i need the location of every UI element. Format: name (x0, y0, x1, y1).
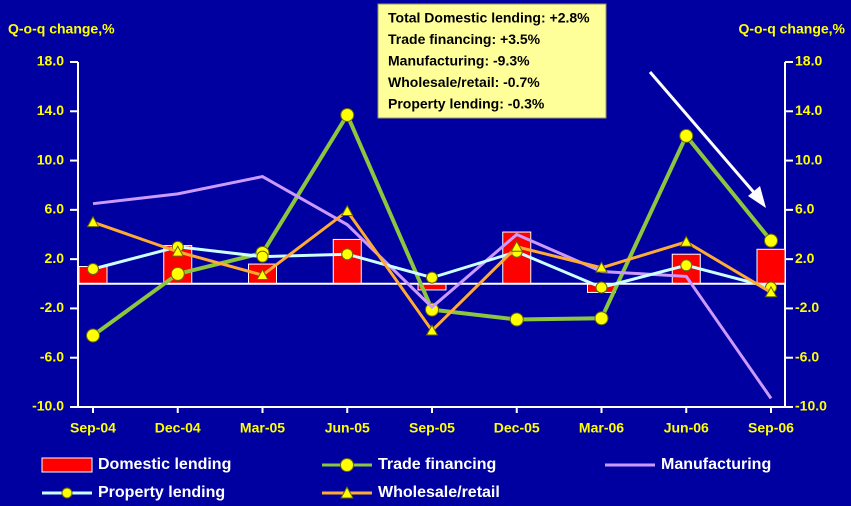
y2-tick-label: -6.0 (795, 348, 819, 364)
point-marker (86, 328, 100, 343)
legend-marker (340, 485, 354, 499)
legend-label: Trade financing (378, 456, 496, 473)
point-marker (256, 250, 269, 263)
x-tick-label: Dec-05 (494, 420, 540, 436)
y-tick-label: -2.0 (40, 299, 64, 315)
bar (756, 248, 786, 285)
y2-tick-label: 2.0 (795, 250, 815, 266)
y-tick-label: 6.0 (45, 201, 65, 217)
y2-tick-label: 18.0 (795, 53, 822, 69)
annotation: Trade financing: +3.5% (388, 31, 541, 47)
legend-marker (340, 458, 354, 472)
point-marker (510, 240, 524, 252)
point-marker (594, 311, 609, 326)
y2-tick-label: -2.0 (795, 299, 819, 315)
annotation: Property lending: -0.3% (388, 96, 545, 112)
legend-swatch (41, 457, 93, 473)
x-tick-label: Mar-06 (579, 420, 624, 436)
y-tick-label: -6.0 (40, 348, 64, 364)
point-marker (679, 128, 694, 143)
point-marker (256, 268, 269, 281)
y2-tick-label: 10.0 (795, 151, 822, 167)
legend-marker (61, 487, 73, 499)
point-marker (340, 107, 355, 122)
point-marker (595, 281, 608, 294)
point-marker (764, 285, 778, 298)
y-tick-label: 14.0 (37, 102, 64, 118)
x-tick-label: Jun-05 (325, 420, 370, 436)
y-tick-label: 18.0 (37, 53, 64, 69)
legend-label: Manufacturing (661, 456, 771, 473)
point-marker (86, 215, 100, 228)
legend-label: Wholesale/retail (378, 484, 500, 501)
x-tick-label: Dec-04 (155, 420, 201, 436)
y2-tick-label: 14.0 (795, 102, 822, 118)
y-tick-label: -10.0 (32, 398, 64, 414)
arrow (648, 71, 759, 197)
point-marker (341, 248, 354, 261)
point-marker (509, 312, 524, 327)
x-tick-label: Sep-06 (748, 420, 794, 436)
line (92, 175, 773, 400)
point-marker (426, 271, 438, 284)
x-tick-label: Sep-04 (70, 420, 116, 436)
x-tick-label: Jun-06 (664, 420, 709, 436)
point-marker (680, 259, 693, 272)
point-marker (340, 204, 354, 216)
y2-tick-label: -10.0 (795, 398, 827, 414)
legend-label: Domestic lending (98, 456, 231, 473)
annotation-box (377, 3, 607, 119)
x-tick-label: Sep-05 (409, 420, 455, 436)
legend-label: Property lending (98, 484, 225, 501)
point-marker (170, 266, 185, 281)
y2-tick-label: 6.0 (795, 201, 815, 217)
point-marker (171, 245, 185, 257)
x-tick-label: Mar-05 (240, 420, 285, 436)
annotation: Wholesale/retail: -0.7% (388, 74, 540, 90)
annotation: Total Domestic lending: +2.8% (388, 10, 590, 26)
bar (332, 238, 362, 285)
annotation: Manufacturing: -9.3% (388, 53, 530, 69)
point-marker (595, 261, 608, 273)
point-marker (764, 233, 778, 248)
y-axis-label: Q-o-q change,% (8, 21, 115, 37)
point-marker (679, 235, 693, 247)
point-marker (425, 324, 439, 336)
point-marker (425, 302, 439, 317)
point-marker (87, 263, 99, 275)
y-tick-label: 10.0 (37, 151, 64, 167)
y2-axis-label: Q-o-q change,% (738, 21, 845, 37)
y-tick-label: 2.0 (45, 250, 65, 266)
arrow-head (748, 186, 766, 208)
